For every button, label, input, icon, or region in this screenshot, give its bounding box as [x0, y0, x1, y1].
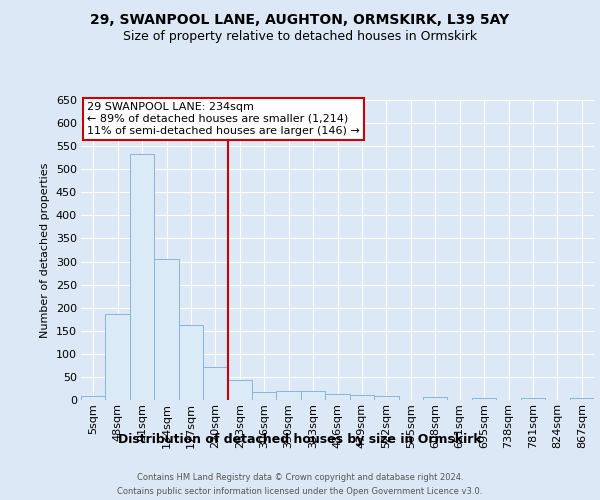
Text: Contains public sector information licensed under the Open Government Licence v3: Contains public sector information licen… [118, 488, 482, 496]
Bar [106, 314, 130, 400]
Text: 29, SWANPOOL LANE, AUGHTON, ORMSKIRK, L39 5AY: 29, SWANPOOL LANE, AUGHTON, ORMSKIRK, L3… [91, 12, 509, 26]
Bar [154, 259, 179, 400]
Bar [252, 392, 277, 400]
Bar [521, 398, 545, 400]
Bar [301, 391, 325, 400]
Bar [569, 398, 594, 400]
Text: Distribution of detached houses by size in Ormskirk: Distribution of detached houses by size … [118, 432, 482, 446]
Bar [325, 394, 350, 400]
Bar [350, 396, 374, 400]
Bar [423, 397, 448, 400]
Bar [374, 396, 398, 400]
Bar [81, 396, 106, 400]
Text: 29 SWANPOOL LANE: 234sqm
← 89% of detached houses are smaller (1,214)
11% of sem: 29 SWANPOOL LANE: 234sqm ← 89% of detach… [87, 102, 360, 136]
Text: Contains HM Land Registry data © Crown copyright and database right 2024.: Contains HM Land Registry data © Crown c… [137, 472, 463, 482]
Bar [277, 391, 301, 400]
Bar [227, 380, 252, 400]
Text: Size of property relative to detached houses in Ormskirk: Size of property relative to detached ho… [123, 30, 477, 43]
Bar [179, 325, 203, 400]
Bar [130, 154, 154, 400]
Y-axis label: Number of detached properties: Number of detached properties [40, 162, 50, 338]
Bar [472, 398, 496, 400]
Bar [203, 367, 227, 400]
